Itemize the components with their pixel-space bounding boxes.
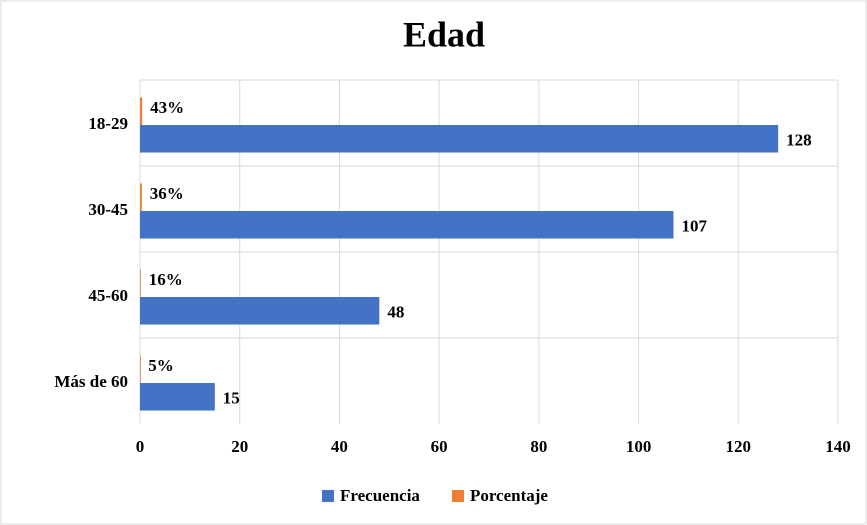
bar — [140, 269, 141, 297]
bar — [140, 211, 674, 239]
x-tick-label: 120 — [726, 437, 752, 456]
data-label: 16% — [149, 270, 183, 289]
data-label: 128 — [786, 131, 812, 150]
bar — [140, 125, 779, 153]
y-tick-label: 45-60 — [88, 286, 128, 305]
bar — [140, 97, 143, 125]
data-label: 48 — [387, 303, 404, 322]
chart-title: Edad — [403, 14, 485, 54]
data-label: 107 — [681, 217, 707, 236]
x-tick-label: 20 — [231, 437, 248, 456]
legend-label: Porcentaje — [470, 486, 548, 505]
x-tick-label: 60 — [431, 437, 448, 456]
legend-swatch — [451, 490, 464, 502]
legend-label: Frecuencia — [340, 486, 420, 505]
x-tick-label: 100 — [626, 437, 652, 456]
legend-swatch — [322, 490, 334, 502]
bar — [140, 297, 380, 325]
x-tick-label: 40 — [331, 437, 348, 456]
x-tick-label: 80 — [530, 437, 547, 456]
x-tick-label: 0 — [136, 437, 145, 456]
bar — [140, 383, 215, 411]
data-label: 36% — [150, 184, 184, 203]
bar — [140, 183, 142, 211]
y-tick-label: 18-29 — [88, 114, 128, 133]
x-tick-label: 140 — [825, 437, 851, 456]
data-label: 43% — [150, 98, 184, 117]
y-tick-label: Más de 60 — [54, 372, 128, 391]
bar — [140, 355, 141, 383]
y-tick-label: 30-45 — [88, 200, 128, 219]
data-label: 5% — [148, 356, 174, 375]
data-label: 15 — [223, 389, 240, 408]
